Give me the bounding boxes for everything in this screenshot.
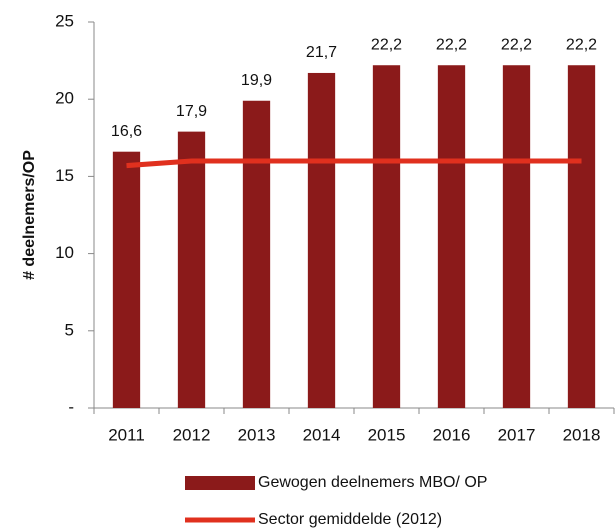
x-tick-label: 2017 bbox=[498, 425, 536, 444]
y-tick-label: 20 bbox=[55, 89, 74, 108]
y-tick-label: 25 bbox=[55, 11, 74, 30]
data-label: 21,7 bbox=[306, 44, 337, 61]
bar bbox=[307, 72, 336, 409]
bar bbox=[567, 65, 596, 409]
x-tick-label: 2011 bbox=[108, 425, 145, 444]
x-tick-label: 2014 bbox=[303, 425, 341, 444]
x-tick-label: 2013 bbox=[238, 425, 276, 444]
legend-label: Gewogen deelnemers MBO/ OP bbox=[258, 474, 487, 491]
bar bbox=[177, 131, 206, 408]
data-label: 19,9 bbox=[241, 72, 272, 89]
data-label: 22,2 bbox=[371, 36, 402, 53]
bar bbox=[437, 65, 466, 409]
x-tick-label: 2018 bbox=[563, 425, 601, 444]
data-label: 22,2 bbox=[436, 36, 467, 53]
legend-swatch bbox=[185, 476, 255, 490]
data-label: 22,2 bbox=[501, 36, 532, 53]
bar bbox=[242, 100, 271, 408]
bar bbox=[502, 65, 531, 409]
bar bbox=[112, 151, 141, 409]
y-tick-label: - bbox=[68, 397, 74, 416]
bar bbox=[372, 65, 401, 409]
x-tick-label: 2016 bbox=[433, 425, 471, 444]
y-axis-title: # deelnemers/OP bbox=[21, 150, 38, 280]
y-tick-label: 5 bbox=[65, 320, 74, 339]
x-tick-label: 2015 bbox=[368, 425, 406, 444]
x-tick-label: 2012 bbox=[173, 425, 211, 444]
legend-label: Sector gemiddelde (2012) bbox=[258, 511, 442, 528]
y-tick-label: 15 bbox=[55, 166, 74, 185]
data-label: 16,6 bbox=[111, 123, 142, 140]
data-label: 17,9 bbox=[176, 103, 207, 120]
y-tick-label: 10 bbox=[55, 243, 74, 262]
data-label: 22,2 bbox=[566, 36, 597, 53]
line bbox=[126, 158, 582, 169]
